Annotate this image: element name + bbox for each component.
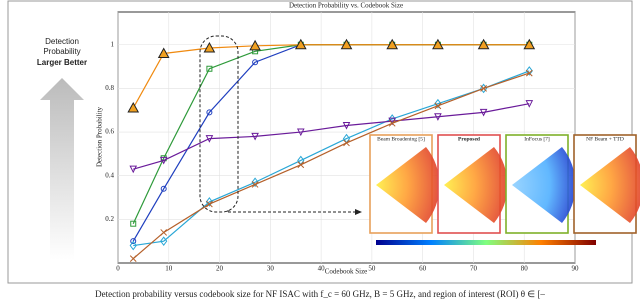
x-axis-label: Codebook Size xyxy=(325,268,368,276)
x-tick-label: 90 xyxy=(572,265,580,273)
marker xyxy=(251,132,259,141)
marker xyxy=(129,165,138,174)
side-note: Detection xyxy=(45,37,79,46)
y-tick-label: 0.6 xyxy=(105,128,114,136)
x-tick-label: 10 xyxy=(165,265,173,273)
pointer-head xyxy=(355,209,362,215)
x-tick-label: 50 xyxy=(368,265,376,273)
x-tick-label: 0 xyxy=(116,265,120,273)
series-line xyxy=(132,44,530,109)
marker xyxy=(294,38,307,50)
marker xyxy=(130,220,137,227)
series-line xyxy=(133,103,530,170)
arrow xyxy=(40,78,84,260)
marker xyxy=(251,177,259,188)
marker xyxy=(477,38,490,50)
caption: Detection probability versus codebook si… xyxy=(95,289,545,299)
marker xyxy=(160,229,168,236)
x-tick-label: 70 xyxy=(470,265,478,273)
highlight xyxy=(199,35,239,213)
marker xyxy=(252,59,259,66)
y-tick-label: 0.2 xyxy=(105,215,114,223)
inset-title: Beam Broadening [5] xyxy=(377,136,425,142)
side-note: Larger Better xyxy=(37,58,87,67)
chart-title: Detection Probability vs. Codebook Size xyxy=(289,2,403,10)
marker xyxy=(206,65,213,72)
marker xyxy=(251,181,259,188)
marker xyxy=(297,161,305,169)
marker xyxy=(340,38,353,50)
marker xyxy=(343,139,350,147)
marker xyxy=(159,156,168,165)
marker xyxy=(434,102,442,110)
marker xyxy=(206,109,213,116)
y-tick-label: 1 xyxy=(111,40,115,48)
marker xyxy=(386,38,399,50)
series-line xyxy=(133,70,530,247)
marker xyxy=(525,66,533,76)
x-tick-label: 40 xyxy=(318,265,326,273)
x-tick-label: 20 xyxy=(216,265,224,273)
x-tick-label: 80 xyxy=(521,265,529,273)
inset-title: NF Beam + TTD xyxy=(586,136,624,142)
series-line xyxy=(132,72,530,260)
marker xyxy=(160,185,167,192)
marker xyxy=(127,102,140,113)
side-note: Probability xyxy=(43,47,80,56)
marker xyxy=(206,200,213,208)
marker xyxy=(160,236,168,247)
marker xyxy=(157,47,170,58)
marker xyxy=(129,255,137,262)
x-tick-label: 30 xyxy=(267,265,275,273)
inset-title: Proposed xyxy=(458,136,480,142)
y-tick-label: 0.4 xyxy=(105,171,114,179)
marker xyxy=(205,197,214,207)
colorbar xyxy=(376,240,596,245)
inset-fan xyxy=(512,147,576,223)
x-tick-label: 60 xyxy=(419,265,427,273)
inset-fan xyxy=(444,147,508,223)
marker xyxy=(296,128,305,137)
marker xyxy=(203,41,216,53)
marker xyxy=(130,238,137,245)
marker xyxy=(434,113,442,121)
marker xyxy=(525,100,534,108)
inset-fan xyxy=(376,147,440,223)
marker xyxy=(342,121,351,130)
y-tick-label: 0.8 xyxy=(105,84,114,92)
marker xyxy=(249,39,261,51)
marker xyxy=(129,240,137,251)
marker xyxy=(434,98,442,109)
inset-title: InFocus [7] xyxy=(524,136,550,142)
inset-fan xyxy=(580,147,640,223)
y-axis-label: Detection Probability xyxy=(96,106,104,167)
marker xyxy=(523,38,536,50)
marker xyxy=(479,108,488,117)
marker xyxy=(432,38,444,50)
marker xyxy=(480,85,487,92)
pointer xyxy=(227,210,355,213)
marker xyxy=(205,135,214,143)
marker xyxy=(525,69,533,77)
marker xyxy=(388,119,396,127)
